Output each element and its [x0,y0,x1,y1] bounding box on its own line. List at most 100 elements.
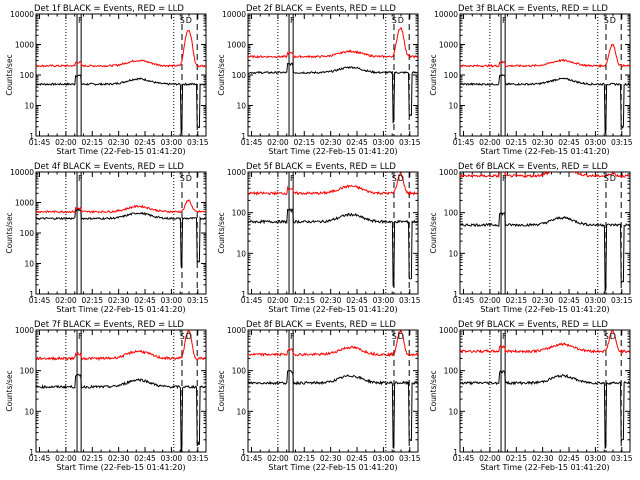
x-tick-label: 01:45 [241,138,263,147]
x-tick-label: 02:45 [346,296,368,305]
y-tick-label: 1000 [227,326,246,335]
y-tick-label: 1 [29,448,34,457]
y-tick-label: 100 [20,229,35,238]
events-series-line [36,74,206,136]
x-tick-label: 01:45 [29,454,51,463]
y-tick-label: 1000 [439,41,458,50]
y-tick-label: 10000 [10,10,34,19]
y-tick-label: 10 [448,249,458,258]
y-axis-label: Counts/sec [429,212,438,253]
events-series-line [36,208,206,269]
x-tick-label: 02:00 [267,454,289,463]
y-axis-label: Counts/sec [217,370,226,411]
y-tick-label: 1000 [15,199,34,208]
marker-label-s: S [180,174,185,183]
x-axis-label: Start Time (22-Feb-15 01:41:20) [480,147,609,156]
panel-title: Det 6f BLACK = Events, RED = LLD [458,162,608,172]
x-tick-label: 02:15 [505,296,527,305]
x-tick-label: 02:45 [134,138,156,147]
y-tick-label: 10000 [222,10,246,19]
panel-det-7: Det 7f BLACK = Events, RED = LLD 1 10 100 10… [5,320,209,472]
marker-label-s: S [180,16,185,25]
x-axis-label: Start Time (22-Feb-15 01:41:20) [56,305,185,314]
x-tick-label: 03:15 [187,454,209,463]
lld-series-line [460,43,630,68]
marker-label-s: S [392,332,397,341]
x-tick-label: 02:15 [293,296,315,305]
y-tick-label: 100 [444,209,459,218]
y-tick-label: 100 [232,367,247,376]
y-tick-label: 1000 [227,41,246,50]
lld-series-line [36,29,206,68]
x-axis-label: Start Time (22-Feb-15 01:41:20) [56,463,185,472]
y-tick-label: 10 [236,102,246,111]
panel-title: Det 5f BLACK = Events, RED = LLD [246,162,396,172]
x-tick-label: 02:00 [267,296,289,305]
y-tick-label: 1 [453,132,458,141]
panel-title: Det 8f BLACK = Events, RED = LLD [246,320,396,330]
y-axis-label: Counts/sec [5,212,14,253]
lld-series-line [36,199,206,214]
lld-series-line [248,26,418,59]
x-tick-label: 02:15 [81,454,103,463]
panel-title: Det 3f BLACK = Events, RED = LLD [458,4,608,14]
x-axis-label: Start Time (22-Feb-15 01:41:20) [56,147,185,156]
x-axis-label: Start Time (22-Feb-15 01:41:20) [480,305,609,314]
x-tick-label: 01:45 [29,138,51,147]
x-tick-label: 02:00 [479,296,501,305]
marker-label-d: D [186,174,192,183]
panel-plot-area [36,172,206,294]
x-tick-label: 03:00 [161,454,183,463]
y-tick-label: 1000 [227,168,246,177]
x-tick-label: 03:15 [611,296,633,305]
marker-label-d: D [610,174,616,183]
x-tick-label: 02:00 [479,138,501,147]
x-tick-label: 02:00 [55,296,77,305]
x-tick-label: 02:30 [532,138,554,147]
y-axis-label: Counts/sec [429,54,438,95]
x-tick-label: 02:45 [346,454,368,463]
x-tick-label: 02:00 [267,138,289,147]
y-tick-label: 100 [444,367,459,376]
y-tick-label: 1000 [15,326,34,335]
y-tick-label: 10 [236,407,246,416]
y-tick-label: 1 [453,290,458,299]
panel-axes [35,329,207,453]
y-axis-label: Counts/sec [5,370,14,411]
panel-title: Det 1f BLACK = Events, RED = LLD [34,4,184,14]
panel-plot-area [36,330,206,452]
x-tick-label: 02:00 [55,454,77,463]
panel-plot-area [248,14,418,136]
events-series-line [248,369,418,449]
x-tick-label: 01:45 [241,296,263,305]
y-tick-label: 1 [241,290,246,299]
events-series-line [248,207,418,288]
x-tick-label: 03:15 [187,138,209,147]
y-axis-label: Counts/sec [429,370,438,411]
marker-label-f: F [290,174,295,183]
marker-label-d: D [398,16,404,25]
x-tick-label: 02:30 [108,138,130,147]
marker-label-d: D [186,16,192,25]
x-tick-label: 03:15 [187,296,209,305]
panel-plot-area [460,172,630,294]
x-tick-label: 01:45 [453,138,475,147]
x-axis-label: Start Time (22-Feb-15 01:41:20) [268,305,397,314]
y-tick-label: 1 [29,290,34,299]
y-tick-label: 1 [241,132,246,141]
y-axis-label: Counts/sec [217,212,226,253]
x-tick-label: 01:45 [453,454,475,463]
marker-label-f: F [290,16,295,25]
x-tick-label: 02:30 [108,296,130,305]
y-axis-label: Counts/sec [217,54,226,95]
x-tick-label: 02:30 [532,454,554,463]
y-tick-label: 1000 [439,326,458,335]
lld-series-line [460,172,630,179]
marker-label-s: S [392,174,397,183]
y-tick-label: 10 [448,407,458,416]
y-tick-label: 1 [241,448,246,457]
y-tick-label: 10000 [10,168,34,177]
x-tick-label: 02:45 [346,138,368,147]
marker-label-d: D [398,174,404,183]
y-tick-label: 100 [20,71,35,80]
